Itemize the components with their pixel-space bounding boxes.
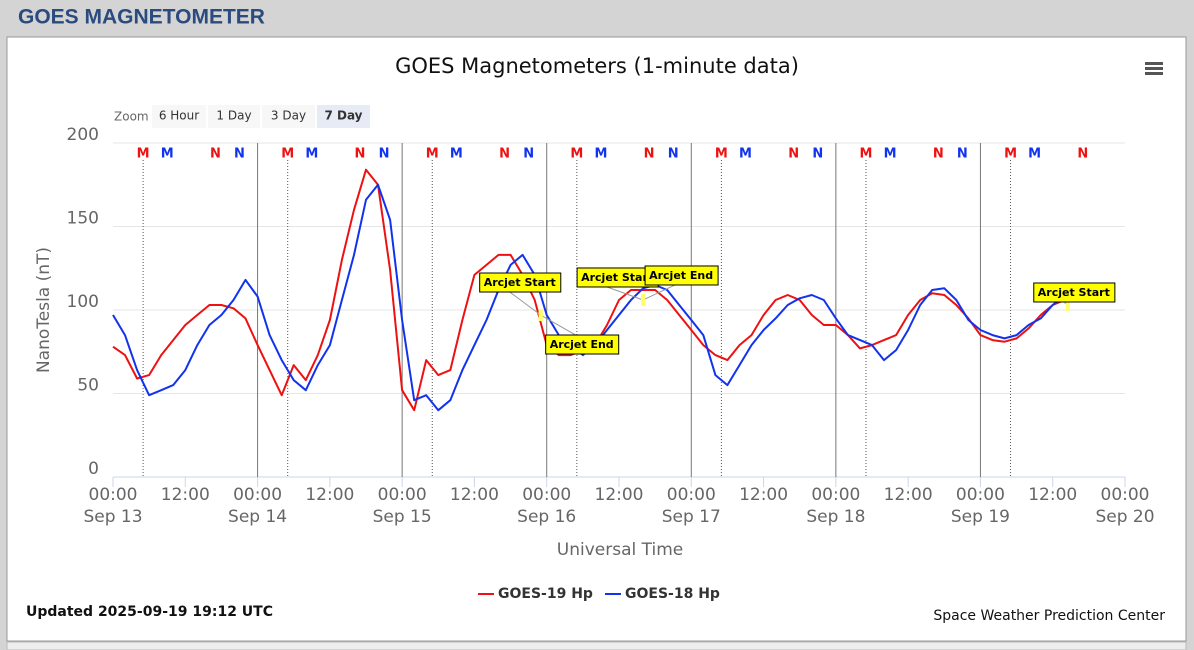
x-tick-date: Sep 19 [951,507,1010,527]
zoom-button-bg [208,105,260,128]
marker-label: M [1004,147,1017,162]
x-axis-title: Universal Time [557,540,683,560]
x-tick-label: 12:00 [739,485,788,505]
annotation-text: Arcjet End [649,269,713,282]
zoom-label: Zoom [114,110,149,124]
marker-label: M [715,147,728,162]
y-tick-label: 200 [67,125,99,145]
x-tick-label: 00:00 [956,485,1005,505]
annotation-box [479,272,562,293]
x-tick-label: 00:00 [667,485,716,505]
marker-label: N [523,147,534,162]
marker-label: M [450,147,463,162]
annotation-text: Arcjet Start [1038,286,1110,299]
y-axis-title: NanoTesla (nT) [34,247,54,373]
annotation-anchor [1065,298,1070,311]
annotation-anchor [641,293,646,306]
marker-label: N [644,147,655,162]
marker-label: N [234,147,245,162]
y-tick-label: 150 [67,209,99,229]
marker-label: M [594,147,607,162]
x-tick-date: Sep 16 [517,507,576,527]
x-tick-date: Sep 13 [83,507,142,527]
menu-bar [1145,72,1163,75]
marker-label: N [499,147,510,162]
legend-label[interactable]: GOES-19 Hp [498,586,593,602]
annotation-leader [540,314,576,336]
x-tick-label: 00:00 [811,485,860,505]
x-tick-label: 00:00 [89,485,138,505]
x-tick-date: Sep 15 [373,507,432,527]
zoom-button-label: 6 Hour [159,109,199,123]
marker-label: M [884,147,897,162]
marker-label: M [426,147,439,162]
marker-label: M [305,147,318,162]
x-tick-date: Sep 17 [662,507,721,527]
x-tick-date: Sep 14 [228,507,287,527]
page-title: GOES MAGNETOMETER [18,6,265,29]
zoom-button-bg [317,105,370,128]
marker-label: N [668,147,679,162]
x-tick-label: 12:00 [305,485,354,505]
credit-text: Space Weather Prediction Center [933,608,1165,624]
x-tick-date: Sep 20 [1095,507,1154,527]
marker-label: M [281,147,294,162]
zoom-button[interactable]: 3 Day [262,105,315,128]
zoom-button-label: 3 Day [271,109,306,123]
x-tick-label: 12:00 [161,485,210,505]
zoom-button-bg [262,105,315,128]
marker-label: N [1077,147,1088,162]
y-tick-label: 50 [77,376,99,396]
y-tick-label: 0 [88,459,99,479]
marker-label: N [812,147,823,162]
annotation-box [1033,282,1116,303]
x-tick-label: 12:00 [884,485,933,505]
menu-bar [1145,67,1163,70]
marker-label: N [933,147,944,162]
scrollbar[interactable] [6,641,1187,650]
legend-label[interactable]: GOES-18 Hp [625,586,720,602]
marker-label: M [137,147,150,162]
marker-label: M [570,147,583,162]
updated-text: Updated 2025-09-19 19:12 UTC [26,604,273,620]
zoom-button-bg [152,105,206,128]
annotation-anchor [538,309,543,322]
x-tick-date: Sep 18 [806,507,865,527]
marker-label: M [860,147,873,162]
x-tick-label: 00:00 [233,485,282,505]
zoom-button-label: 1 Day [216,109,251,123]
menu-button[interactable] [1145,62,1163,75]
x-tick-label: 00:00 [378,485,427,505]
annotation-leader [509,291,541,316]
x-tick-label: 12:00 [1028,485,1077,505]
annotation-box [545,334,620,355]
marker-label: N [957,147,968,162]
marker-label: N [379,147,390,162]
y-tick-label: 100 [67,292,99,312]
marker-label: M [739,147,752,162]
x-tick-label: 12:00 [595,485,644,505]
marker-label: N [788,147,799,162]
menu-bar [1145,62,1163,65]
marker-label: N [355,147,366,162]
annotation-box [644,265,719,286]
marker-label: N [210,147,221,162]
annotation-leader [642,284,676,301]
chart-title: GOES Magnetometers (1-minute data) [395,54,799,78]
x-tick-label: 12:00 [450,485,499,505]
x-tick-label: 00:00 [1101,485,1150,505]
zoom-button[interactable]: 7 Day [317,105,370,128]
zoom-button[interactable]: 1 Day [208,105,260,128]
zoom-button[interactable]: 6 Hour [152,105,206,128]
annotation-leader [606,286,644,301]
annotation-text: Arcjet Start [484,276,556,289]
marker-label: M [1028,147,1041,162]
zoom-button-label: 7 Day [324,109,362,123]
x-tick-label: 00:00 [522,485,571,505]
marker-label: M [161,147,174,162]
annotation-text: Arcjet Start [581,271,653,284]
annotation-text: Arcjet End [550,338,614,351]
